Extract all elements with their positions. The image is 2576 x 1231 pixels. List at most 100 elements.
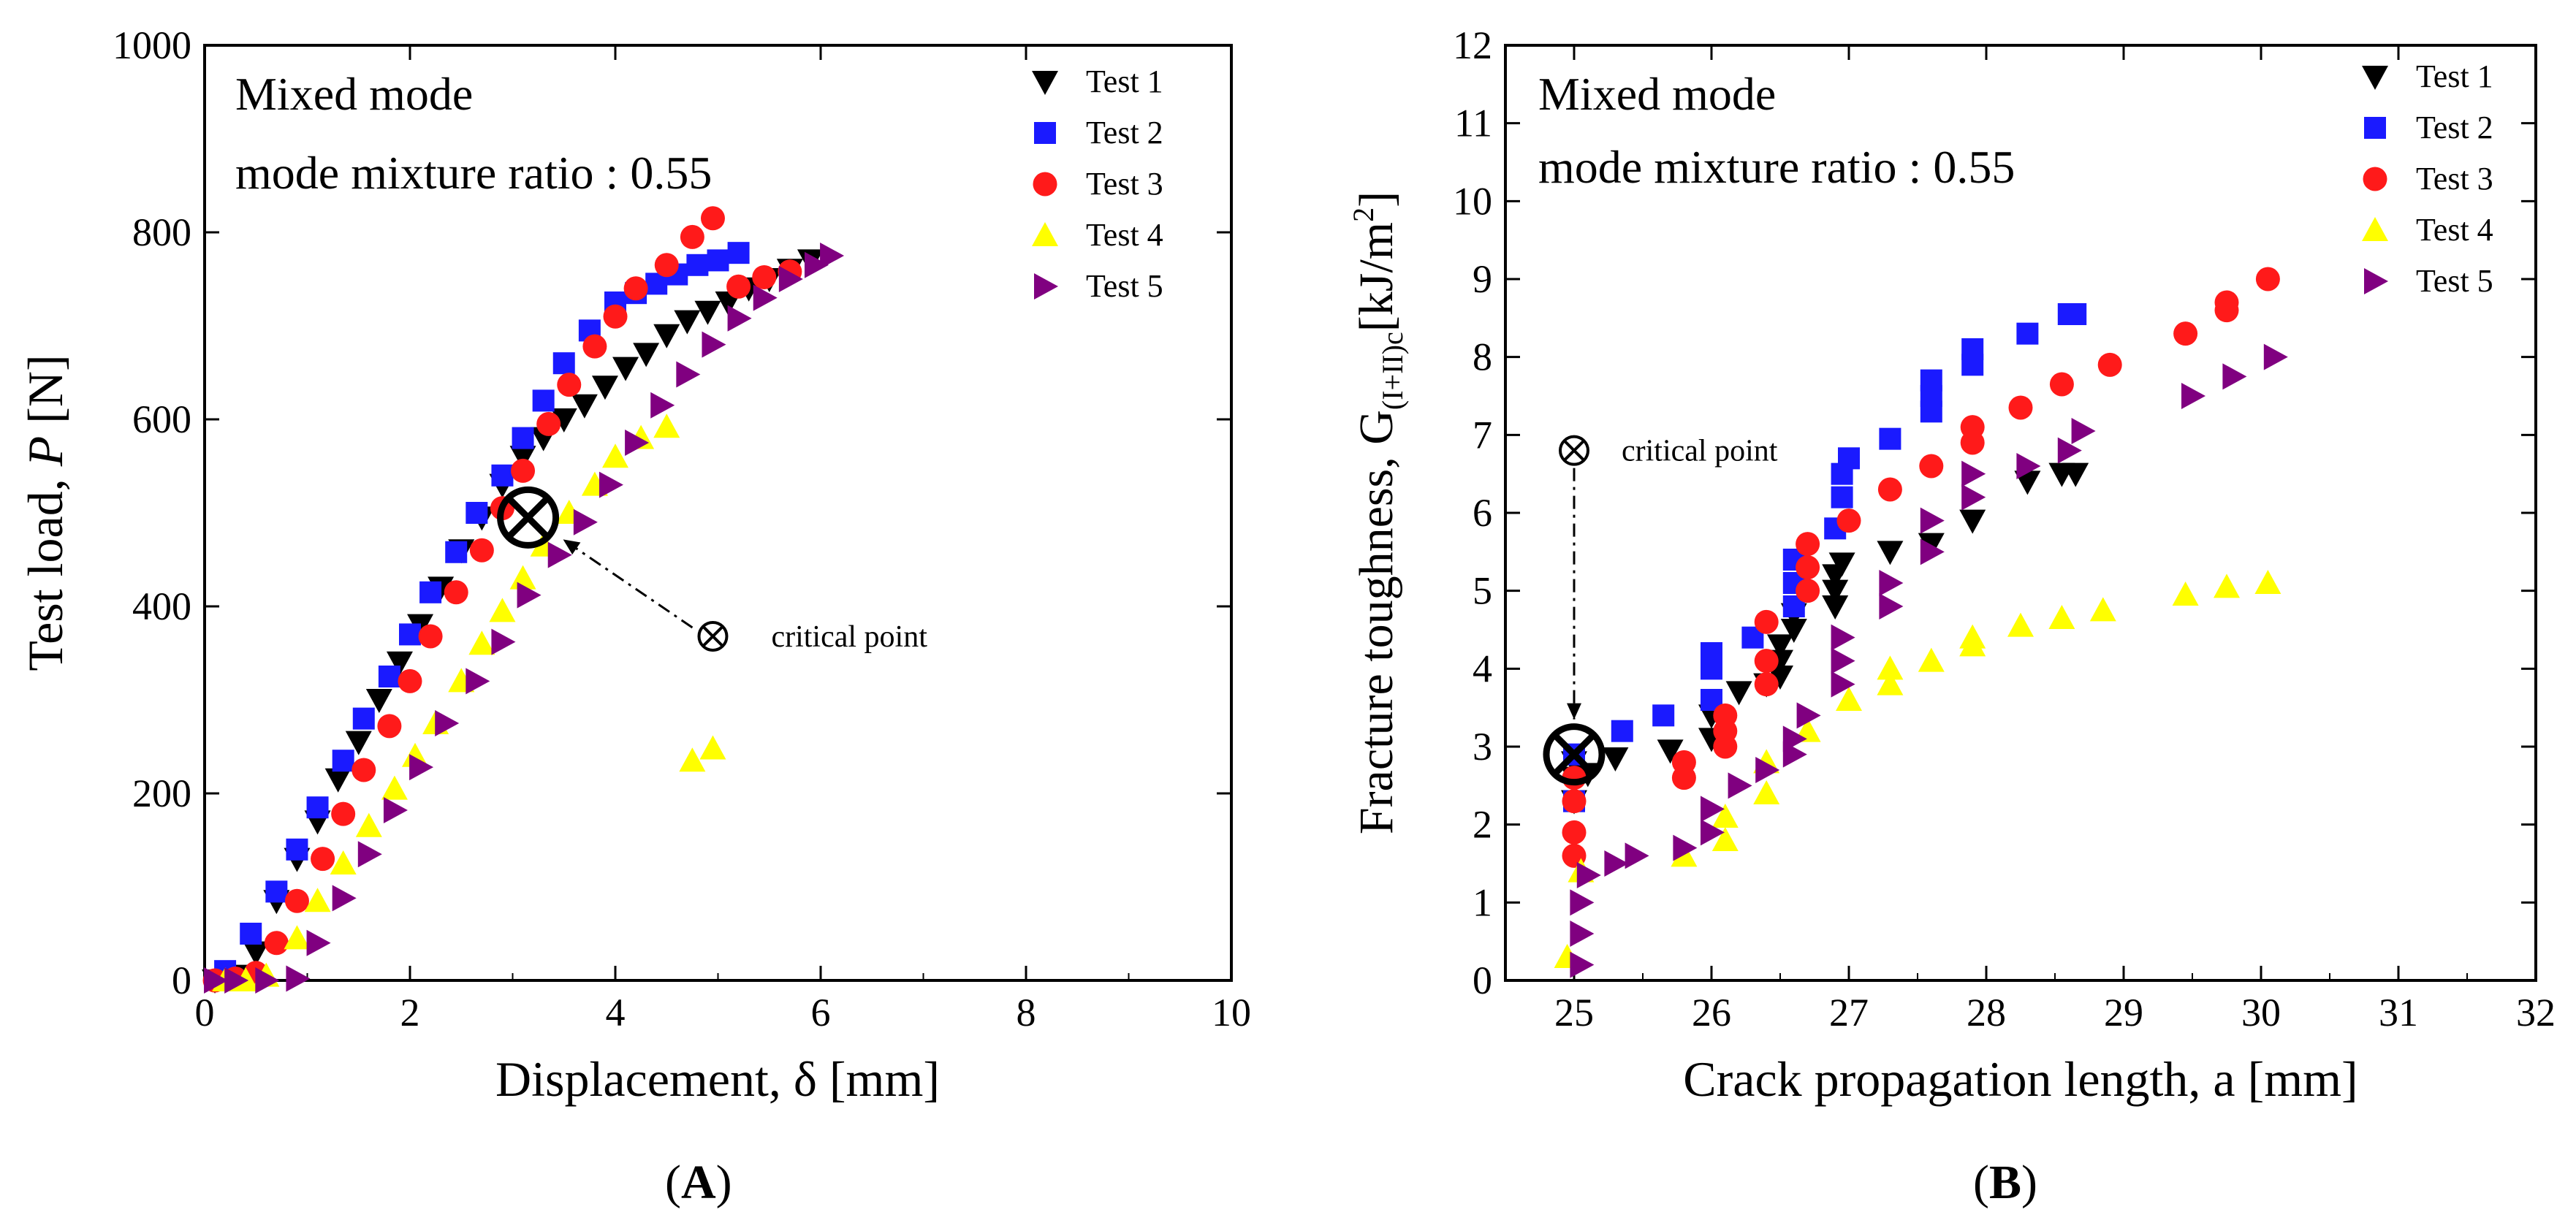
B-point-test4 <box>2048 605 2075 629</box>
B-legend-label-test5: Test 5 <box>2416 263 2493 299</box>
B-point-test4 <box>1877 655 1904 680</box>
B-ytick-label: 3 <box>1473 725 1492 769</box>
B-legend-label-test2: Test 2 <box>2416 110 2493 145</box>
B-legend-label-test3: Test 3 <box>2416 161 2493 197</box>
A-point-test4 <box>489 598 516 622</box>
B-point-test5 <box>2071 418 2096 444</box>
B-point-test5 <box>2222 363 2247 390</box>
A-point-test4 <box>304 888 331 912</box>
chart-a-xlabel: Displacement, δ [mm] <box>495 1051 940 1107</box>
chart-b-points <box>1554 267 2288 978</box>
A-point-test2 <box>419 581 442 603</box>
B-legend-marker-test3 <box>2363 167 2387 191</box>
B-point-test3 <box>1877 477 1902 502</box>
A-critical-marker-ring <box>497 486 560 549</box>
A-point-test1 <box>591 376 618 400</box>
A-point-test3 <box>444 580 468 605</box>
B-legend-label-test4: Test 4 <box>2416 212 2493 248</box>
A-critical-arrowhead <box>563 539 581 555</box>
B-point-test5 <box>1831 624 1855 651</box>
panel-label-b-letter: B <box>1989 1156 2021 1209</box>
chart-a-legend: Test 1 Test 2 Test 3 Test 4 Test 5 <box>1032 64 1163 304</box>
A-point-test5 <box>306 929 331 956</box>
A-point-test3 <box>557 373 582 397</box>
A-point-test3 <box>469 538 494 563</box>
B-point-test5 <box>1879 593 1904 620</box>
A-ytick-label: 800 <box>132 210 191 254</box>
A-legend-marker-test4 <box>1032 222 1058 246</box>
A-legend-label-test2: Test 2 <box>1086 115 1163 150</box>
A-point-test1 <box>674 310 701 335</box>
B-point-test3 <box>2008 395 2033 420</box>
B-point-test3 <box>1796 579 1820 603</box>
A-point-test4 <box>699 735 726 760</box>
B-xtick-label: 26 <box>1692 991 1731 1034</box>
B-xtick-label: 28 <box>1967 991 2006 1034</box>
B-critical-legend-symbol-ring <box>1559 435 1589 466</box>
A-point-test4 <box>509 565 536 590</box>
chart-b-ylabel-close: ] <box>1350 191 1403 207</box>
B-ytick-label: 10 <box>1453 179 1492 223</box>
B-point-test3 <box>1754 649 1779 674</box>
A-ytick-label: 400 <box>132 584 191 628</box>
A-legend-marker-test2 <box>1034 122 1056 144</box>
B-point-test4 <box>2007 612 2034 637</box>
B-point-test5 <box>2263 343 2288 370</box>
A-point-test5 <box>383 797 408 824</box>
A-critical-legend-symbol <box>697 620 729 652</box>
A-point-test4 <box>330 850 357 874</box>
panel-label-b: (B) <box>1973 1156 2037 1209</box>
A-xtick-label: 0 <box>195 991 215 1034</box>
A-point-test2 <box>240 923 262 945</box>
chart-a-annotation-2: mode mixture ratio : 0.55 <box>235 147 712 199</box>
A-point-test2 <box>727 242 750 264</box>
A-point-test1 <box>324 768 352 793</box>
B-critical-label: critical point <box>1622 435 1778 468</box>
panel-label-b-close: ) <box>2021 1156 2037 1209</box>
A-point-test3 <box>680 224 704 249</box>
B-point-test4 <box>1711 804 1739 828</box>
A-point-test5 <box>491 628 516 655</box>
B-xtick-label: 25 <box>1554 991 1594 1034</box>
B-point-test5 <box>1920 507 1945 534</box>
A-point-test1 <box>550 408 577 432</box>
B-point-test3 <box>1960 415 1985 440</box>
B-point-test4 <box>2089 597 2116 622</box>
A-point-test3 <box>331 801 356 826</box>
B-point-test3 <box>2097 352 2122 377</box>
chart-b-ylabel: Fracture toughness, G(I+II)c[kJ/m2] <box>1347 191 1409 834</box>
B-ytick-label: 12 <box>1453 23 1492 67</box>
B-point-test5 <box>1879 570 1904 596</box>
B-point-test2 <box>1652 704 1675 727</box>
B-point-test2 <box>1611 720 1633 742</box>
B-critical-arrowhead <box>1567 703 1581 720</box>
A-point-test2 <box>399 623 421 646</box>
B-point-test3 <box>1836 508 1861 533</box>
A-point-test5 <box>702 331 726 358</box>
B-point-test2 <box>2064 303 2087 325</box>
A-point-test2 <box>306 796 329 819</box>
A-point-test1 <box>509 446 536 470</box>
A-legend-label-test5: Test 5 <box>1086 268 1163 304</box>
A-point-test3 <box>418 624 443 649</box>
B-point-test4 <box>1836 687 1862 711</box>
chart-b-legend: Test 1 Test 2 Test 3 Test 4 Test 5 <box>2362 58 2493 299</box>
B-point-test1 <box>1602 747 1629 771</box>
chart-b-ylabel-sub: (I+II)c <box>1376 332 1409 410</box>
B-critical-marker-ring <box>1543 723 1606 786</box>
panel-label-b-open: ( <box>1973 1156 1989 1209</box>
A-legend-label-test4: Test 4 <box>1086 217 1163 253</box>
A-point-test3 <box>603 304 628 329</box>
A-point-test5 <box>435 710 460 736</box>
B-point-test5 <box>1570 921 1595 947</box>
A-critical-marker-cross-b <box>506 495 550 540</box>
B-ytick-label: 8 <box>1473 335 1492 379</box>
A-point-test1 <box>694 300 721 325</box>
A-point-test5 <box>727 305 752 332</box>
A-point-test5 <box>255 967 280 994</box>
B-point-test5 <box>1782 725 1807 752</box>
B-point-test2 <box>1920 369 1942 392</box>
B-point-test4 <box>2214 573 2240 598</box>
